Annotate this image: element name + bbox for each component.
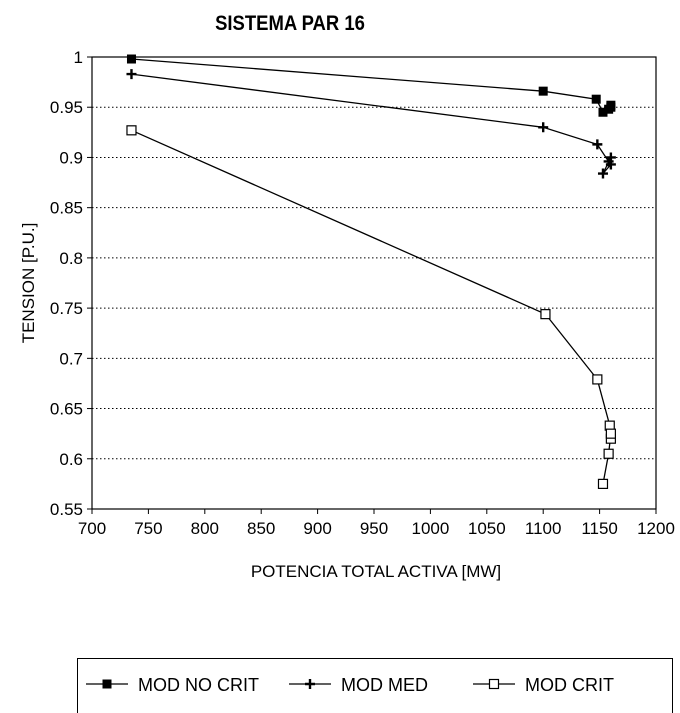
data-point xyxy=(488,678,500,690)
data-point xyxy=(597,478,609,489)
y-tick-label: 0.8 xyxy=(59,249,83,268)
y-tick-label: 0.55 xyxy=(50,500,83,519)
y-tick-label: 0.65 xyxy=(50,400,83,419)
data-point xyxy=(598,107,608,117)
data-point xyxy=(605,428,616,439)
plot-area xyxy=(91,56,657,510)
series-mod-med xyxy=(126,69,616,179)
data-point xyxy=(126,125,137,136)
data-point xyxy=(126,54,136,64)
x-tick-label: 900 xyxy=(303,519,331,538)
data-point xyxy=(592,374,603,385)
legend-label: MOD MED xyxy=(341,675,428,695)
y-tick-label: 0.7 xyxy=(59,349,83,368)
data-point xyxy=(538,86,548,96)
legend-item: MOD CRIT xyxy=(473,675,614,695)
data-point xyxy=(102,679,112,689)
data-point xyxy=(592,139,603,150)
series-line xyxy=(131,129,612,485)
y-tick-label: 0.9 xyxy=(59,148,83,167)
x-tick-label: 700 xyxy=(78,519,106,538)
x-tick-label: 1100 xyxy=(525,519,562,538)
data-point xyxy=(540,309,551,320)
legend-label: MOD NO CRIT xyxy=(138,675,259,695)
x-tick-label: 1200 xyxy=(637,519,675,538)
y-tick-label: 0.85 xyxy=(50,199,83,218)
gridlines xyxy=(92,106,656,460)
series-mod-no-crit xyxy=(126,54,616,117)
x-tick-label: 800 xyxy=(191,519,219,538)
legend-box xyxy=(77,658,673,713)
series-line xyxy=(131,58,612,114)
x-tick-label: 1150 xyxy=(581,519,618,538)
y-tick-label: 0.75 xyxy=(50,299,83,318)
series-layer xyxy=(126,54,616,489)
data-point xyxy=(605,152,616,163)
y-tick-label: 0.95 xyxy=(50,98,83,117)
series-mod-crit xyxy=(126,125,616,489)
x-axis-label: POTENCIA TOTAL ACTIVA [MW] xyxy=(251,562,501,581)
y-tick-label: 1 xyxy=(74,48,83,67)
data-point xyxy=(126,69,137,80)
x-tick-label: 850 xyxy=(247,519,275,538)
legend: MOD NO CRIT MOD MED MOD CRIT xyxy=(86,675,614,695)
y-tick-label: 0.6 xyxy=(59,450,83,469)
data-point xyxy=(591,94,601,104)
x-tick-label: 750 xyxy=(134,519,162,538)
legend-label: MOD CRIT xyxy=(525,675,614,695)
data-point xyxy=(603,448,614,459)
data-point xyxy=(606,102,616,112)
x-axis-ticks: 700 750 800 850 900 950 1000 1050 1100 1150 1200 xyxy=(78,509,675,538)
chart-title: SISTEMA PAR 16 xyxy=(215,12,365,35)
x-tick-label: 1050 xyxy=(468,519,506,538)
y-axis-ticks: 0.55 0.6 0.65 0.7 0.75 0.8 0.85 0.9 0.95 1 xyxy=(50,48,92,519)
x-tick-label: 1000 xyxy=(411,519,449,538)
data-point xyxy=(597,168,608,179)
data-point xyxy=(305,679,315,689)
data-point xyxy=(538,122,549,133)
legend-item: MOD MED xyxy=(289,675,428,695)
y-axis-label: TENSION [P.U.] xyxy=(19,223,38,344)
x-tick-label: 950 xyxy=(360,519,388,538)
legend-item: MOD NO CRIT xyxy=(86,675,259,695)
